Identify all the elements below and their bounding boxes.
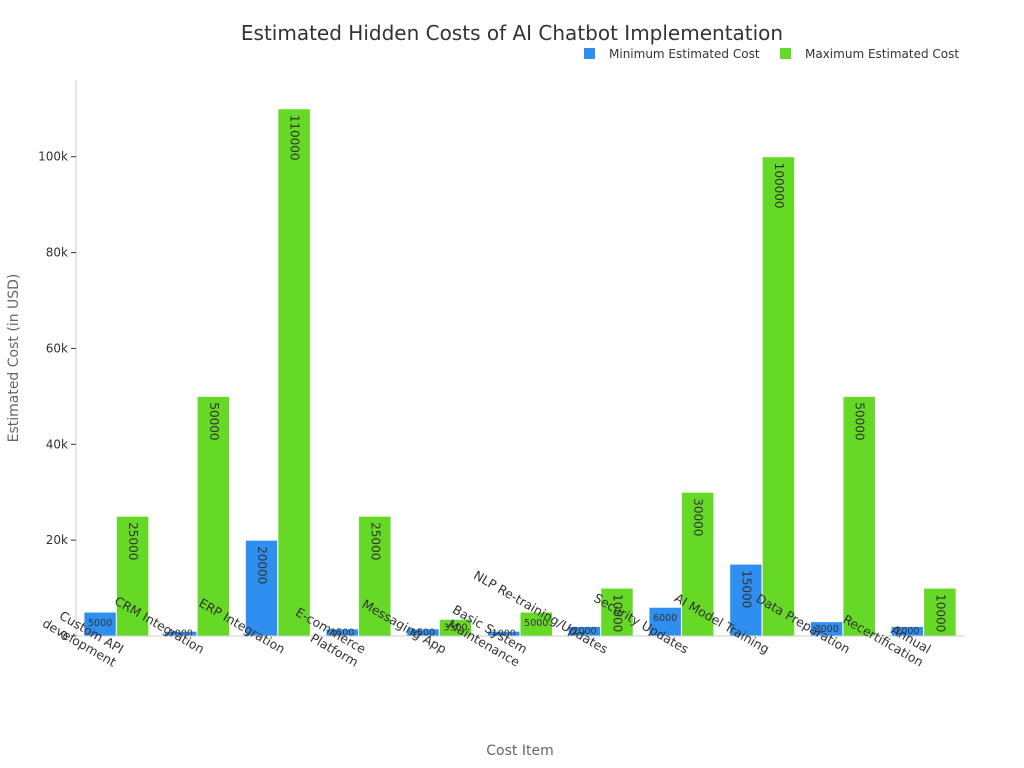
legend-label-max: Maximum Estimated Cost [805, 47, 959, 61]
max-cost-bar [277, 108, 311, 637]
max-cost-bar [600, 587, 634, 637]
y-tick-label: 40k [46, 437, 68, 451]
min-cost-data-label: 3000 [815, 624, 839, 635]
y-axis-title: Estimated Cost (in USD) [6, 274, 22, 443]
x-tick-label: E-commercePlatform [286, 604, 369, 669]
y-tick-label: 80k [46, 246, 68, 260]
y-tick-label: 0 [60, 629, 68, 643]
max-cost-bar [358, 515, 392, 637]
legend-swatch-max [780, 48, 791, 59]
max-cost-data-label: 110000 [288, 115, 302, 161]
legend: Minimum Estimated Cost Maximum Estimated … [584, 47, 959, 61]
max-cost-data-label: 3500 [443, 623, 467, 634]
max-cost-data-label: 25000 [368, 522, 382, 560]
min-cost-data-label: 15000 [739, 570, 753, 608]
max-cost-data-label: 10000 [933, 594, 947, 632]
max-cost-data-label: 50000 [853, 402, 867, 440]
y-tick-label: 60k [46, 341, 68, 355]
max-cost-bar [115, 515, 150, 637]
chart-title: Estimated Hidden Costs of AI Chatbot Imp… [241, 21, 783, 45]
min-cost-bar [648, 606, 682, 637]
min-cost-data-label: 6000 [653, 613, 677, 624]
min-cost-data-label: 20000 [255, 546, 269, 584]
max-cost-bar [196, 395, 231, 637]
max-cost-data-label: 5000 [524, 618, 548, 629]
max-cost-data-label: 10000 [610, 594, 624, 632]
max-cost-data-label: 50000 [207, 402, 221, 440]
max-cost-data-label: 25000 [126, 522, 140, 560]
y-tick-label: 100k [38, 150, 68, 164]
legend-label-min: Minimum Estimated Cost [609, 47, 760, 61]
x-axis-title: Cost Item [486, 743, 553, 759]
y-tick-label: 20k [46, 533, 68, 547]
max-cost-bar [680, 491, 715, 637]
legend-swatch-min [584, 48, 595, 59]
max-cost-bar [842, 395, 876, 637]
min-cost-data-label: 1500 [411, 627, 435, 638]
bars: 5000 25000 1000 50000 20000 110000 1500 25000 15… [83, 108, 957, 640]
min-cost-data-label: 2000 [895, 626, 919, 637]
max-cost-bar [923, 587, 957, 637]
max-cost-data-label: 100000 [772, 163, 786, 209]
min-cost-data-label: 2000 [572, 626, 596, 637]
min-cost-data-label: 5000 [88, 618, 112, 629]
max-cost-data-label: 30000 [691, 498, 705, 536]
max-cost-bar [761, 156, 796, 637]
min-cost-data-label: 1500 [330, 627, 354, 638]
min-cost-data-label: 1000 [492, 629, 516, 640]
min-cost-data-label: 1000 [169, 629, 193, 640]
y-axis: 0 20k 40k 60k 80k 100k [38, 80, 77, 643]
